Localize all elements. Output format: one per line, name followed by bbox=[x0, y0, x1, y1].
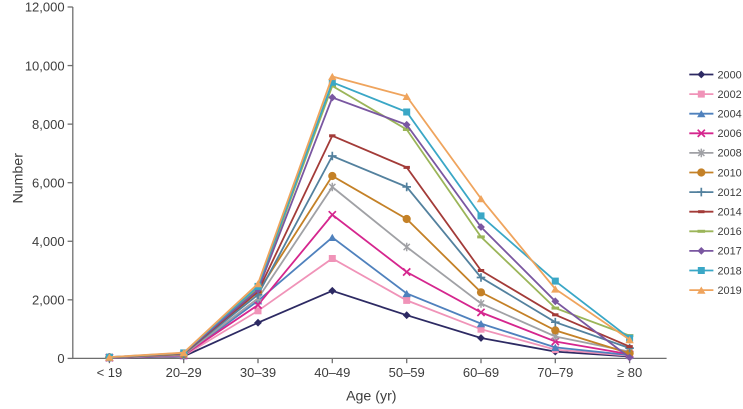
svg-text:2012: 2012 bbox=[718, 187, 742, 199]
svg-text:Age (yr): Age (yr) bbox=[346, 388, 396, 404]
svg-text:2018: 2018 bbox=[718, 265, 742, 277]
svg-text:40–49: 40–49 bbox=[314, 365, 350, 380]
svg-text:0: 0 bbox=[57, 351, 64, 366]
svg-text:2017: 2017 bbox=[718, 246, 742, 258]
svg-text:2004: 2004 bbox=[718, 109, 742, 121]
svg-text:6,000: 6,000 bbox=[32, 175, 65, 190]
svg-text:2008: 2008 bbox=[718, 148, 742, 160]
svg-text:8,000: 8,000 bbox=[32, 117, 65, 132]
svg-text:2002: 2002 bbox=[718, 89, 742, 101]
svg-text:50–59: 50–59 bbox=[389, 365, 425, 380]
svg-text:< 19: < 19 bbox=[97, 365, 123, 380]
svg-text:2014: 2014 bbox=[718, 207, 742, 219]
svg-text:2000: 2000 bbox=[718, 69, 742, 81]
svg-text:Number: Number bbox=[11, 153, 27, 204]
svg-text:4,000: 4,000 bbox=[32, 234, 65, 249]
svg-text:2019: 2019 bbox=[718, 285, 742, 297]
svg-text:12,000: 12,000 bbox=[25, 0, 65, 15]
svg-text:10,000: 10,000 bbox=[25, 58, 65, 73]
svg-text:30–39: 30–39 bbox=[240, 365, 276, 380]
svg-text:2,000: 2,000 bbox=[32, 293, 65, 308]
svg-text:2010: 2010 bbox=[718, 167, 742, 179]
svg-text:2016: 2016 bbox=[718, 226, 742, 238]
svg-text:≥ 80: ≥ 80 bbox=[617, 365, 642, 380]
svg-text:20–29: 20–29 bbox=[166, 365, 202, 380]
svg-text:2006: 2006 bbox=[718, 128, 742, 140]
svg-text:60–69: 60–69 bbox=[463, 365, 499, 380]
svg-text:70–79: 70–79 bbox=[537, 365, 573, 380]
